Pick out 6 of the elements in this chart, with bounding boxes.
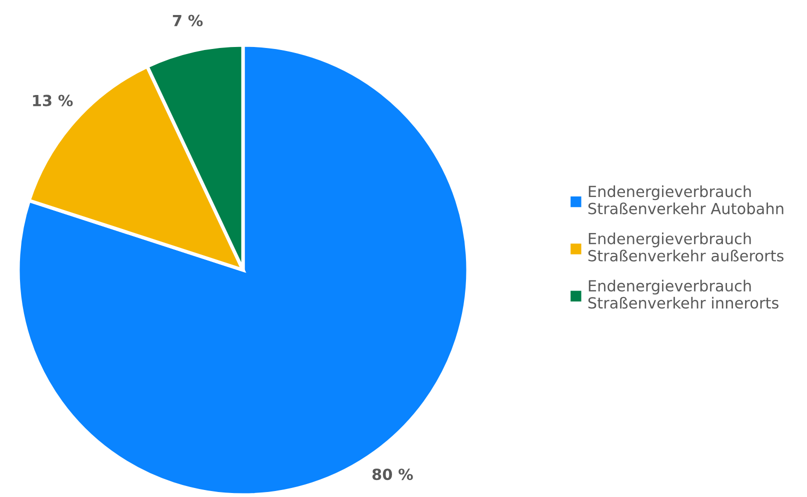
legend-label: Endenergieverbrauch Straßenverkehr außerorts [588,232,784,262]
data-label: 13 % [33,94,73,106]
data-label: 80 % [372,468,413,480]
legend-label: Endenergieverbrauch Straßenverkehr innerorts [588,280,778,309]
data-label: 7 % [172,14,203,26]
legend-label: Endenergieverbrauch Straßenverkehr Autobahn [588,185,784,214]
